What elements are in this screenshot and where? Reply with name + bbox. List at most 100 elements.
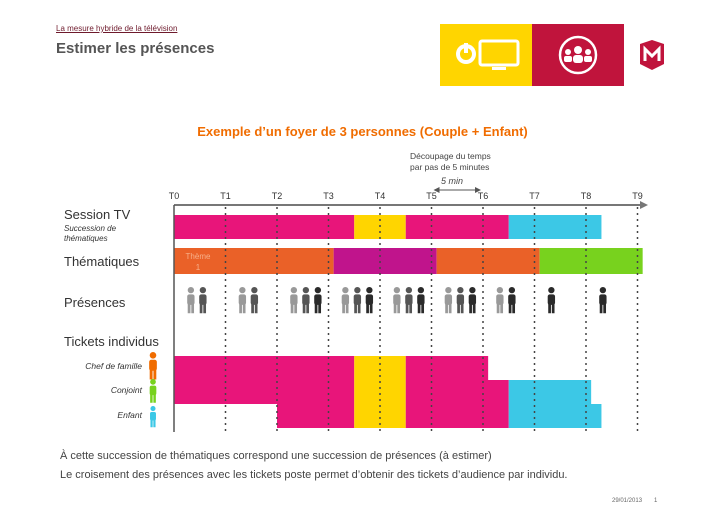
people-group-icon xyxy=(558,35,598,75)
presence-person-icon-leg xyxy=(472,302,476,314)
presence-person-icon-head xyxy=(469,287,476,294)
footer-date: 29/01/2013 xyxy=(612,498,643,504)
session-segment xyxy=(405,215,509,239)
row-sub-session-line1: Succession de xyxy=(64,224,117,233)
enfant-person-icon-leg xyxy=(153,418,156,428)
row-label-session: Session TV xyxy=(64,207,131,222)
row-label-tickets: Tickets individus xyxy=(64,334,159,349)
ticket-chef-segment xyxy=(405,356,489,380)
ticket-conjoint-segment xyxy=(508,380,592,404)
presence-person-icon-leg xyxy=(445,302,448,314)
time-axis-arrow xyxy=(640,201,648,209)
presence-person-icon-leg xyxy=(500,302,504,314)
tick-label: T3 xyxy=(323,191,334,201)
tick-label: T1 xyxy=(220,191,231,201)
conjoint-person-icon-body xyxy=(149,385,157,396)
presence-person-icon-body xyxy=(187,294,195,305)
enfant-person-icon-body xyxy=(150,411,156,421)
presence-person-icon-leg xyxy=(357,302,361,314)
chef-person-icon-body xyxy=(149,359,157,371)
person-label-enfant: Enfant xyxy=(117,410,142,420)
presence-person-icon-body xyxy=(444,294,453,305)
presence-person-icon-leg xyxy=(294,302,298,314)
presence-person-icon-leg xyxy=(290,302,294,314)
presence-person-icon-body xyxy=(341,294,350,305)
presence-person-icon-leg xyxy=(187,302,191,314)
presence-person-icon-body xyxy=(508,294,516,305)
presence-person-icon-head xyxy=(251,287,258,294)
presence-person-icon-head xyxy=(599,287,607,294)
presence-person-icon-leg xyxy=(508,302,512,314)
presence-person-icon-leg xyxy=(342,302,345,314)
session-segment xyxy=(174,215,355,239)
presence-person-icon-body xyxy=(468,294,477,305)
conjoint-person-icon-leg xyxy=(150,393,153,403)
tv-logo-tile xyxy=(440,24,532,86)
presence-person-icon-body xyxy=(417,294,425,305)
conjoint-person-icon-head xyxy=(150,379,156,385)
tick-label: T0 xyxy=(169,191,180,201)
people-logo-tile xyxy=(532,24,624,86)
tick-label: T5 xyxy=(426,191,437,201)
enfant-person-icon-leg xyxy=(150,418,153,428)
person-label-chef: Chef de famille xyxy=(85,361,142,371)
time-step-note-line2: par pas de 5 minutes xyxy=(410,162,490,172)
theme-segment xyxy=(333,248,437,274)
chef-person-icon-head xyxy=(149,352,157,359)
presence-person-icon-head xyxy=(457,287,464,294)
interval-arrowhead xyxy=(475,187,481,193)
presence-person-icon-head xyxy=(302,287,310,294)
presence-person-icon-leg xyxy=(251,302,254,314)
presence-person-icon-leg xyxy=(409,302,413,314)
presence-person-icon-head xyxy=(548,287,555,294)
presence-person-icon-body xyxy=(353,294,362,305)
tick-label: T7 xyxy=(529,191,540,201)
presence-person-icon-leg xyxy=(191,302,195,314)
presence-person-icon-leg xyxy=(203,302,207,314)
presence-person-icon-head xyxy=(342,287,349,294)
theme-1-label: 1 xyxy=(196,263,201,272)
session-segment xyxy=(508,215,602,239)
presence-person-icon-leg xyxy=(460,302,464,314)
presence-person-icon-head xyxy=(393,287,401,294)
interval-label: 5 min xyxy=(441,176,464,186)
tick-label: T4 xyxy=(375,191,386,201)
conjoint-person-icon-leg xyxy=(153,393,156,403)
presence-person-icon-body xyxy=(547,294,556,305)
tick-label: T2 xyxy=(272,191,283,201)
row-label-themes: Thématiques xyxy=(64,254,140,269)
presence-person-icon-head xyxy=(405,287,413,294)
presence-person-icon-head xyxy=(187,287,195,294)
presence-person-icon-leg xyxy=(603,302,607,314)
presence-person-icon-leg xyxy=(369,302,373,314)
presence-person-icon-head xyxy=(239,287,246,294)
presence-person-icon-leg xyxy=(354,302,357,314)
row-sub-session: Succession de thématiques xyxy=(64,224,116,244)
presence-person-icon-leg xyxy=(457,302,460,314)
ticket-conjoint-segment xyxy=(174,380,355,404)
enfant-person-icon-head xyxy=(150,406,156,412)
presence-person-icon-head xyxy=(354,287,361,294)
chef-person-icon-leg xyxy=(153,368,157,380)
presence-person-icon-body xyxy=(456,294,465,305)
presence-person-icon-head xyxy=(508,287,516,294)
presence-person-icon-body xyxy=(365,294,374,305)
presence-person-icon-body xyxy=(250,294,259,305)
theme-segment xyxy=(436,248,540,274)
ticket-chef-segment xyxy=(174,356,355,380)
footer-line-2: Le croisement des présences avec les tic… xyxy=(60,469,568,481)
presence-person-icon-leg xyxy=(239,302,242,314)
mediametrie-m-logo xyxy=(640,40,664,70)
presence-person-icon-leg xyxy=(345,302,349,314)
presence-person-icon-leg xyxy=(417,302,421,314)
presence-person-icon-leg xyxy=(302,302,306,314)
presence-person-icon-leg xyxy=(366,302,369,314)
page-title: Estimer les présences xyxy=(56,40,215,57)
ticket-conjoint-segment xyxy=(405,380,509,404)
page-number: 1 xyxy=(654,498,658,504)
presence-person-icon-leg xyxy=(254,302,258,314)
presence-person-icon-body xyxy=(599,294,607,305)
presence-person-icon-head xyxy=(496,287,504,294)
presence-person-icon-leg xyxy=(421,302,425,314)
presence-person-icon-leg xyxy=(242,302,246,314)
